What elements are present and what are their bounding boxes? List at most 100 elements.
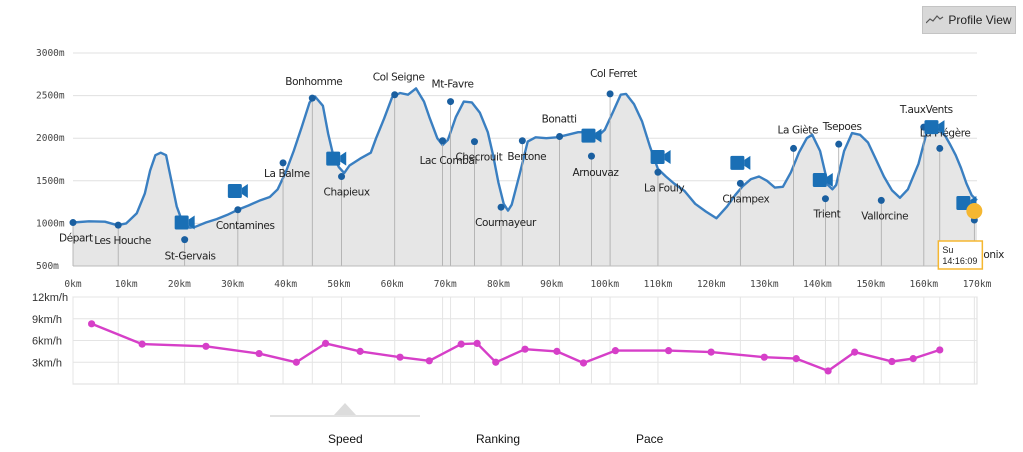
waypoint-label-arnouvaz: Arnouvaz bbox=[572, 167, 619, 179]
elevation-tick-label: 1500m bbox=[36, 176, 65, 187]
waypoint-label-mt-favre: Mt-Favre bbox=[432, 79, 474, 91]
distance-tick-label: 80km bbox=[487, 279, 510, 290]
waypoint-marker-mt-favre[interactable] bbox=[447, 98, 455, 106]
waypoint-marker-col-ferret[interactable] bbox=[606, 90, 614, 98]
speed-point[interactable] bbox=[888, 357, 896, 366]
waypoint-marker-col-seigne[interactable] bbox=[391, 91, 399, 99]
waypoint-marker-chapieux[interactable] bbox=[338, 173, 346, 181]
tab-ranking[interactable]: Ranking bbox=[476, 432, 521, 446]
waypoint-marker-trient[interactable] bbox=[821, 195, 829, 203]
speed-point[interactable] bbox=[521, 345, 529, 353]
speed-point[interactable] bbox=[492, 358, 500, 366]
speed-point[interactable] bbox=[321, 339, 330, 347]
waypoint-label-trient: Trient bbox=[812, 209, 840, 221]
distance-tick-label: 40km bbox=[274, 279, 297, 290]
waypoint-marker-courmayeur[interactable] bbox=[497, 203, 505, 211]
distance-tick-label: 120km bbox=[697, 279, 726, 290]
profile-axes: 500m 1000m 1500m 2000m 2500m 3000m 0km 10km 20km… bbox=[36, 48, 992, 290]
waypoint-label-les-houche: Les Houche bbox=[94, 235, 151, 247]
waypoint-marker-la-flegere[interactable] bbox=[936, 144, 944, 152]
waypoint-label-bonhomme: Bonhomme bbox=[285, 76, 342, 88]
waypoint-label-depart: Départ bbox=[59, 233, 93, 245]
waypoint-label-tsepoes: Tsepoes bbox=[822, 121, 862, 133]
speed-point[interactable] bbox=[851, 348, 859, 356]
waypoint-marker-bonatti[interactable] bbox=[556, 132, 564, 140]
waypoint-marker-la-fouly[interactable] bbox=[654, 168, 662, 176]
speed-point[interactable] bbox=[396, 353, 404, 361]
waypoint-marker-la-balme[interactable] bbox=[279, 159, 287, 167]
waypoint-marker-les-houche[interactable] bbox=[114, 221, 122, 229]
speed-point[interactable] bbox=[909, 355, 917, 363]
active-tab-arrow bbox=[334, 403, 356, 415]
speed-point[interactable] bbox=[760, 353, 768, 361]
waypoint-marker-contamines[interactable] bbox=[234, 206, 242, 214]
speed-point[interactable] bbox=[356, 347, 364, 355]
speed-point[interactable] bbox=[138, 340, 146, 348]
speed-point[interactable] bbox=[664, 347, 673, 355]
distance-tick-label: 20km bbox=[168, 279, 191, 290]
distance-tick-label: 90km bbox=[540, 279, 563, 290]
waypoint-marker-tsepoes[interactable] bbox=[835, 140, 843, 148]
speed-point[interactable] bbox=[88, 320, 96, 328]
speed-point[interactable] bbox=[936, 346, 944, 354]
camera-icon[interactable] bbox=[924, 120, 945, 135]
speed-point[interactable] bbox=[292, 358, 300, 366]
waypoint-marker-vallorcine[interactable] bbox=[877, 196, 885, 204]
waypoint-label-col-ferret: Col Ferret bbox=[590, 68, 637, 80]
waypoint-label-lac-combal: Lac Combal bbox=[420, 155, 477, 167]
camera-icon[interactable] bbox=[650, 149, 671, 164]
waypoint-marker-lac-combal[interactable] bbox=[439, 137, 447, 145]
waypoint-label-champex: Champex bbox=[722, 193, 769, 205]
distance-tick-label: 30km bbox=[221, 279, 244, 290]
distance-tick-label: 100km bbox=[590, 279, 619, 290]
speed-tick-label: 9km/h bbox=[32, 314, 62, 326]
elevation-tick-label: 1000m bbox=[36, 218, 65, 229]
tab-pace[interactable]: Pace bbox=[636, 432, 664, 446]
runner-marker[interactable] bbox=[966, 203, 983, 219]
distance-tick-label: 0km bbox=[64, 279, 81, 290]
speed-point[interactable] bbox=[707, 348, 715, 356]
speed-point[interactable] bbox=[473, 339, 481, 347]
camera-icon[interactable] bbox=[812, 172, 833, 187]
speed-tick-label: 12km/h bbox=[32, 292, 68, 304]
waypoint-marker-depart[interactable] bbox=[69, 219, 77, 227]
distance-tick-label: 170km bbox=[963, 279, 992, 290]
speed-point[interactable] bbox=[202, 342, 210, 350]
speed-point[interactable] bbox=[824, 367, 832, 375]
waypoint-marker-champex[interactable] bbox=[736, 179, 744, 187]
distance-tick-label: 130km bbox=[750, 279, 779, 290]
waypoint-marker-arnouvaz[interactable] bbox=[587, 152, 595, 160]
speed-point[interactable] bbox=[792, 355, 800, 363]
speed-point[interactable] bbox=[425, 357, 433, 365]
profile-view-button[interactable]: Profile View bbox=[922, 6, 1016, 34]
speed-tick-label: 3km/h bbox=[32, 357, 62, 369]
camera-icon[interactable] bbox=[730, 155, 751, 170]
camera-icon[interactable] bbox=[581, 128, 602, 143]
waypoint-label-la-giete: La Giète bbox=[778, 124, 819, 136]
waypoint-label-checrouit: Checrouit bbox=[455, 152, 502, 164]
speed-point[interactable] bbox=[553, 347, 561, 355]
speed-grid: 12km/h 9km/h 6km/h 3km/h bbox=[32, 292, 978, 385]
speed-line bbox=[91, 322, 941, 373]
waypoint-label-la-balme: La Balme bbox=[264, 168, 310, 180]
waypoint-marker-checrouit[interactable] bbox=[470, 138, 478, 146]
camera-icon[interactable] bbox=[227, 184, 248, 199]
speed-point[interactable] bbox=[255, 349, 263, 358]
camera-icon[interactable] bbox=[174, 215, 195, 230]
speed-point[interactable] bbox=[457, 340, 465, 348]
metric-tabs: Speed Ranking Pace bbox=[270, 403, 750, 448]
speed-point[interactable] bbox=[611, 347, 620, 355]
waypoint-label-t-auxvents: T.auxVents bbox=[899, 104, 953, 116]
waypoint-marker-bonhomme[interactable] bbox=[308, 94, 316, 102]
waypoint-marker-la-giete[interactable] bbox=[790, 144, 798, 152]
waypoint-marker-bertone[interactable] bbox=[518, 137, 526, 145]
elevation-tick-label: 3000m bbox=[36, 48, 65, 59]
distance-tick-label: 110km bbox=[644, 279, 673, 290]
camera-icon[interactable] bbox=[326, 151, 347, 166]
tab-speed[interactable]: Speed bbox=[328, 432, 363, 446]
speed-tick-label: 6km/h bbox=[32, 336, 62, 348]
waypoint-marker-st-gervais[interactable] bbox=[181, 236, 189, 244]
speed-points bbox=[88, 320, 944, 375]
speed-point[interactable] bbox=[579, 359, 588, 367]
